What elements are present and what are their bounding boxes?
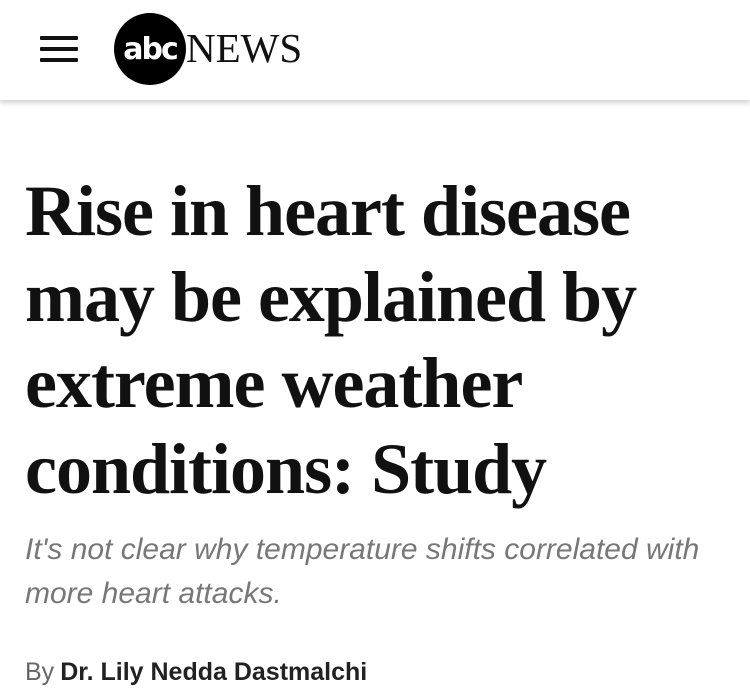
headline: Rise in heart disease may be explained b… (25, 171, 637, 509)
byline-prefix: By (25, 658, 55, 686)
header: abc NEWS (0, 0, 750, 100)
menu-bar (40, 47, 78, 51)
subheadline: It's not clear why temperature shifts co… (25, 533, 700, 610)
byline: By Dr. Lily Nedda Dastmalchi (25, 658, 367, 687)
menu-bar (40, 58, 78, 62)
logo-text[interactable]: NEWS (186, 25, 303, 71)
menu-button[interactable] (40, 36, 78, 62)
logo-mark[interactable]: abc (114, 13, 186, 85)
author[interactable]: Dr. Lily Nedda Dastmalchi (60, 658, 368, 686)
menu-bar (40, 36, 78, 40)
